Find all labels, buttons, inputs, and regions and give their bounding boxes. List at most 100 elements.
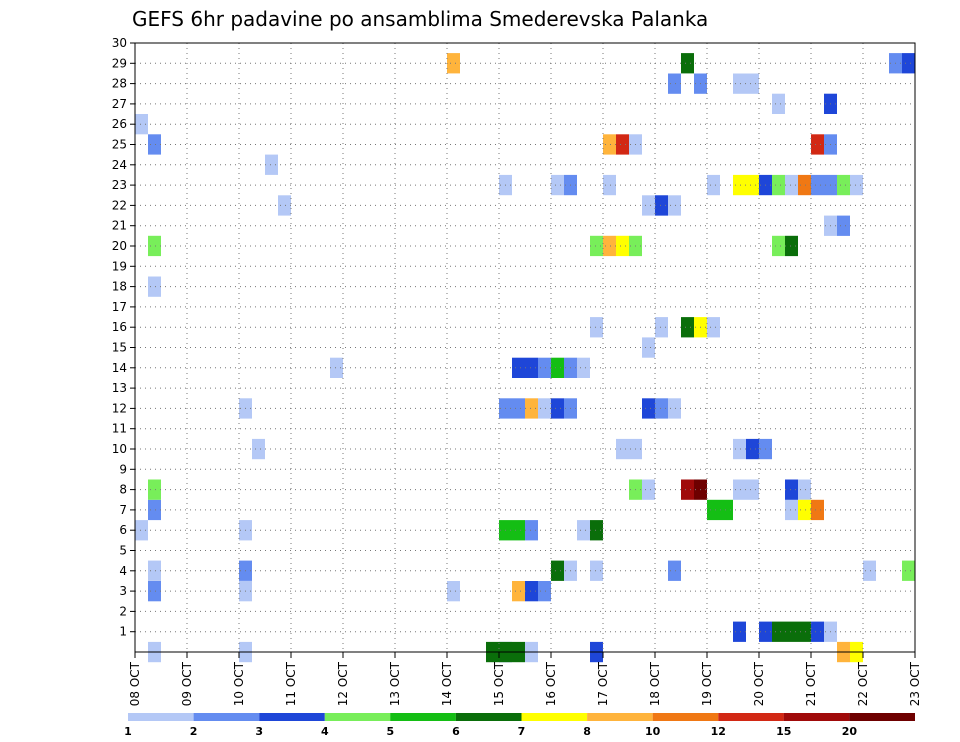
legend-label: 8: [583, 725, 591, 738]
data-cell: [733, 438, 746, 460]
y-tick-label: 6: [119, 523, 127, 537]
legend-swatch: [324, 713, 391, 721]
data-cell: [642, 479, 655, 500]
data-cell: [551, 357, 564, 378]
data-cell: [525, 520, 538, 541]
data-cell: [538, 357, 551, 378]
data-cell: [551, 174, 564, 196]
data-cell: [616, 134, 629, 155]
data-cell: [798, 174, 811, 196]
legend-label: 7: [518, 725, 526, 738]
data-cell: [603, 174, 616, 196]
data-cell: [850, 174, 863, 196]
y-tick-label: 16: [112, 320, 127, 334]
x-tick-label: 21 OCT: [804, 661, 818, 706]
data-cell: [447, 53, 460, 74]
data-cell: [525, 398, 538, 419]
legend-swatch: [390, 713, 456, 721]
x-tick-label: 16 OCT: [544, 661, 558, 706]
legend-label: 20: [842, 725, 858, 738]
data-cell: [681, 317, 694, 338]
x-tick-label: 11 OCT: [284, 661, 298, 706]
data-cell: [512, 581, 525, 602]
x-tick-label: 13 OCT: [388, 661, 402, 706]
y-tick-label: 20: [112, 239, 127, 253]
data-cell: [746, 73, 759, 94]
data-cell: [785, 621, 798, 642]
y-tick-label: 24: [112, 158, 127, 172]
data-cell: [811, 134, 824, 155]
data-cell: [278, 195, 291, 216]
y-tick-label: 3: [119, 584, 127, 598]
x-tick-label: 17 OCT: [596, 661, 610, 706]
data-cell: [551, 560, 564, 581]
data-cell: [148, 276, 161, 297]
data-cell: [590, 317, 603, 338]
data-cell: [720, 499, 733, 521]
data-cell: [668, 560, 681, 581]
data-cell: [577, 357, 590, 378]
data-cell: [733, 174, 746, 196]
data-cell: [733, 621, 746, 642]
data-cell: [733, 73, 746, 94]
data-cell: [837, 174, 850, 196]
y-tick-label: 1: [119, 625, 127, 639]
legend-label: 5: [386, 725, 394, 738]
data-cell: [642, 337, 655, 358]
legend-swatch: [652, 713, 719, 721]
y-tick-label: 17: [112, 300, 127, 314]
data-cell: [798, 621, 811, 642]
data-cell: [746, 479, 759, 500]
data-cell: [837, 215, 850, 236]
data-cell: [707, 499, 720, 521]
y-tick-label: 7: [119, 503, 127, 517]
data-cell: [902, 560, 915, 581]
data-cell: [616, 438, 629, 460]
data-cell: [551, 398, 564, 419]
data-cell: [811, 621, 824, 642]
legend-swatch: [587, 713, 653, 721]
legend-label: 12: [711, 725, 726, 738]
data-cell: [681, 479, 694, 500]
data-cell: [512, 520, 525, 541]
data-cells: [135, 53, 915, 663]
y-tick-label: 15: [112, 341, 127, 355]
data-cell: [655, 195, 668, 216]
x-tick-label: 20 OCT: [752, 661, 766, 706]
data-cell: [590, 560, 603, 581]
data-cell: [772, 621, 785, 642]
data-cell: [538, 398, 551, 419]
x-tick-label: 19 OCT: [700, 661, 714, 706]
legend-swatch: [783, 713, 850, 721]
legend-swatch: [193, 713, 260, 721]
chart-title: GEFS 6hr padavine po ansamblima Smederev…: [132, 7, 708, 31]
y-tick-label: 9: [119, 462, 127, 476]
data-cell: [148, 499, 161, 521]
x-tick-label: 22 OCT: [856, 661, 870, 706]
legend-label: 10: [645, 725, 661, 738]
data-cell: [603, 134, 616, 155]
data-cell: [525, 357, 538, 378]
data-cell: [785, 174, 798, 196]
data-cell: [525, 581, 538, 602]
data-cell: [772, 235, 785, 257]
data-cell: [252, 438, 265, 460]
x-tick-label: 23 OCT: [908, 661, 922, 706]
data-cell: [512, 398, 525, 419]
y-tick-label: 13: [112, 381, 127, 395]
legend-label: 4: [321, 725, 329, 738]
y-tick-label: 26: [112, 117, 127, 131]
data-cell: [330, 357, 343, 378]
y-tick-label: 10: [112, 442, 127, 456]
data-cell: [798, 499, 811, 521]
legend-label: 6: [452, 725, 460, 738]
x-tick-label: 10 OCT: [232, 661, 246, 706]
data-cell: [577, 520, 590, 541]
legend-swatch: [259, 713, 325, 721]
x-tick-label: 08 OCT: [128, 661, 142, 706]
legend-label: 2: [190, 725, 198, 738]
legend-label: 1: [124, 725, 132, 738]
legend-label: 3: [255, 725, 263, 738]
y-tick-label: 4: [119, 564, 127, 578]
